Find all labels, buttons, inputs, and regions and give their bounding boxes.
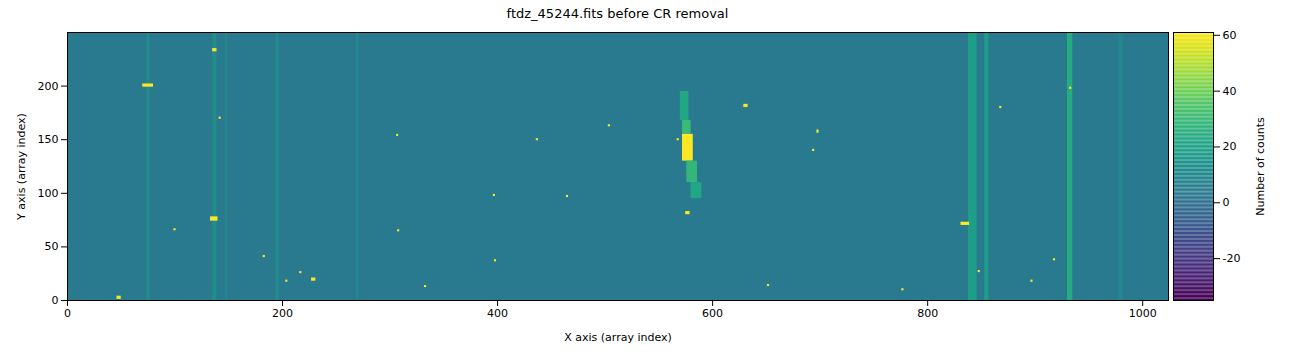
svg-text:150: 150 [38, 133, 59, 146]
svg-text:0: 0 [1223, 196, 1230, 209]
svg-text:60: 60 [1223, 29, 1237, 42]
svg-text:40: 40 [1223, 85, 1237, 98]
svg-text:100: 100 [38, 187, 59, 200]
svg-text:0: 0 [52, 294, 59, 307]
svg-text:600: 600 [702, 307, 723, 320]
svg-text:0: 0 [64, 307, 71, 320]
svg-text:20: 20 [1223, 140, 1237, 153]
svg-text:200: 200 [38, 80, 59, 93]
svg-text:Number of counts: Number of counts [1254, 117, 1267, 216]
html-text:ftdz_45244.fits before CR remo: ftdz_45244.fits before CR removal [506, 6, 729, 21]
svg-text:400: 400 [487, 307, 508, 320]
svg-text:800: 800 [917, 307, 938, 320]
svg-text:200: 200 [272, 307, 293, 320]
svg-text:-20: -20 [1223, 252, 1241, 265]
svg-text:1000: 1000 [1129, 307, 1157, 320]
svg-text:50: 50 [45, 240, 59, 253]
svg-text:X axis (array index): X axis (array index) [564, 331, 672, 344]
svg-text:Y axis (array index): Y axis (array index) [15, 113, 28, 221]
